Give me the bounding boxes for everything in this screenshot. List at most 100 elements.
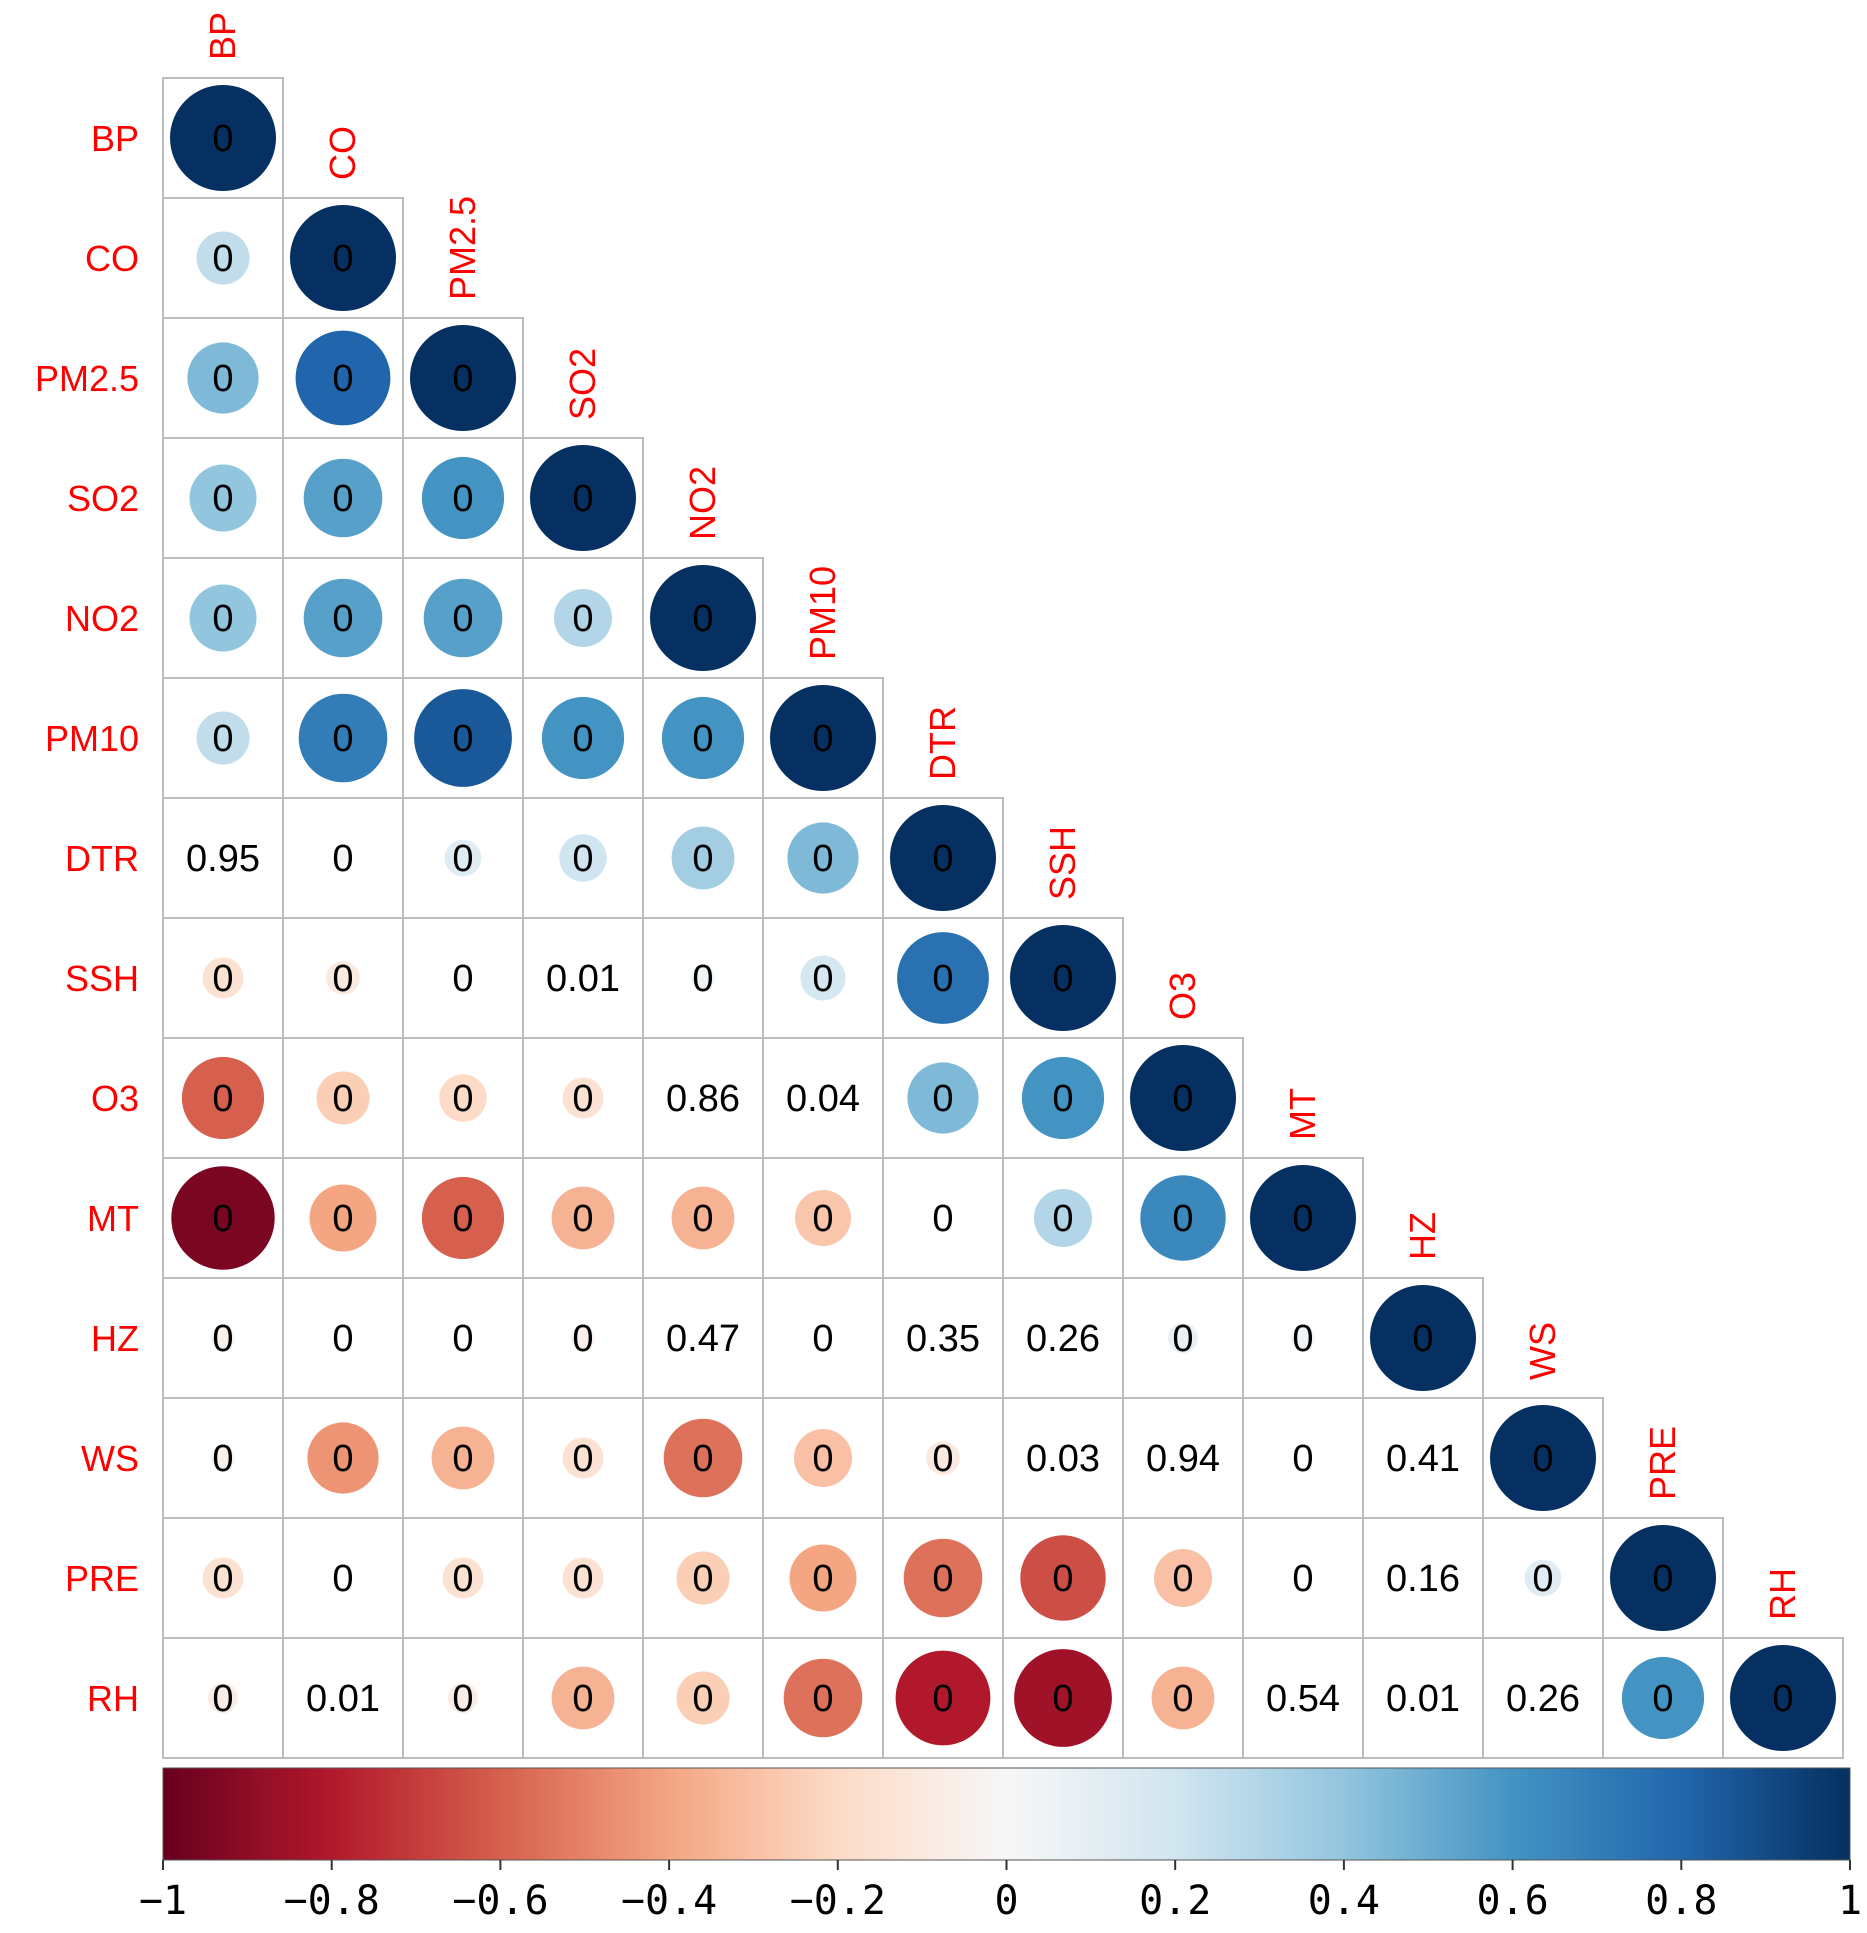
circle-DTR-PM10 xyxy=(787,822,859,894)
column-label-PM2.5: PM2.5 xyxy=(442,196,483,300)
value-DTR-PM2.5: 0 xyxy=(452,838,473,880)
value-O3-NO2: 0.86 xyxy=(666,1078,740,1120)
value-PM10-PM2.5: 0 xyxy=(452,718,473,760)
column-label-MT: MT xyxy=(1282,1088,1323,1140)
value-WS-PM2.5: 0 xyxy=(452,1438,473,1480)
circle-WS-BP xyxy=(211,1446,235,1470)
value-PM2.5-CO: 0 xyxy=(332,358,353,400)
circle-MT-NO2 xyxy=(671,1186,735,1250)
colorbar-tick-label: −1 xyxy=(139,1878,187,1924)
value-PM10-BP: 0 xyxy=(212,718,233,760)
value-DTR-NO2: 0 xyxy=(692,838,713,880)
value-HZ-O3: 0 xyxy=(1172,1318,1193,1360)
colorbar-tick-label: −0.2 xyxy=(790,1878,886,1924)
column-label-WS: WS xyxy=(1522,1322,1563,1380)
colorbar-tick-label: 0.6 xyxy=(1476,1878,1548,1924)
value-RH-MT: 0.54 xyxy=(1266,1678,1340,1720)
circle-SSH-NO2 xyxy=(691,966,715,990)
circle-WS-NO2 xyxy=(663,1418,743,1498)
value-HZ-PM2.5: 0 xyxy=(452,1318,473,1360)
value-CO-CO: 0 xyxy=(332,238,353,280)
colorbar-tick-label: −0.8 xyxy=(284,1878,380,1924)
value-PRE-SO2: 0 xyxy=(572,1558,593,1600)
circle-PM2.5-CO xyxy=(295,330,391,426)
value-PRE-WS: 0 xyxy=(1532,1558,1553,1600)
column-label-PRE: PRE xyxy=(1642,1426,1683,1500)
value-SSH-SO2: 0.01 xyxy=(546,958,620,1000)
row-label-O3: O3 xyxy=(91,1078,139,1119)
value-RH-PM2.5: 0 xyxy=(452,1678,473,1720)
circle-PRE-BP xyxy=(202,1557,244,1599)
circle-WS-SO2 xyxy=(562,1437,604,1479)
circle-PRE-O3 xyxy=(1154,1549,1212,1607)
value-PM2.5-PM2.5: 0 xyxy=(452,358,473,400)
circle-O3-O3 xyxy=(1130,1045,1236,1151)
value-MT-O3: 0 xyxy=(1172,1198,1193,1240)
circle-PRE-NO2 xyxy=(676,1551,730,1605)
row-label-CO: CO xyxy=(85,238,139,279)
value-RH-PRE: 0 xyxy=(1652,1678,1673,1720)
circle-O3-PM2.5 xyxy=(439,1074,487,1122)
value-RH-BP: 0 xyxy=(212,1678,233,1720)
circle-CO-BP xyxy=(196,231,250,285)
circle-CO-CO xyxy=(290,205,396,311)
circle-MT-O3 xyxy=(1140,1175,1226,1261)
circle-O3-SSH xyxy=(1021,1056,1105,1140)
circle-PM10-BP xyxy=(196,711,250,765)
value-NO2-SO2: 0 xyxy=(572,598,593,640)
circle-HZ-MT xyxy=(1291,1326,1315,1350)
value-DTR-SO2: 0 xyxy=(572,838,593,880)
value-PM10-CO: 0 xyxy=(332,718,353,760)
value-O3-BP: 0 xyxy=(212,1078,233,1120)
circle-MT-PM10 xyxy=(795,1190,851,1246)
circle-SO2-SO2 xyxy=(530,445,636,551)
colorbar-tick-label: 0.2 xyxy=(1139,1878,1211,1924)
circle-WS-DTR xyxy=(926,1441,960,1475)
column-label-BP: BP xyxy=(202,12,243,60)
value-MT-MT: 0 xyxy=(1292,1198,1313,1240)
value-DTR-CO: 0 xyxy=(332,838,353,880)
colorbar-tick-label: 0.8 xyxy=(1645,1878,1717,1924)
matrix-grid xyxy=(162,77,1844,1759)
circle-MT-CO xyxy=(309,1184,377,1252)
circle-SSH-PM2.5 xyxy=(455,970,471,986)
circle-RH-SSH xyxy=(1014,1649,1112,1747)
value-WS-O3: 0.94 xyxy=(1146,1438,1220,1480)
circle-PM10-PM10 xyxy=(770,685,876,791)
value-PM10-PM10: 0 xyxy=(812,718,833,760)
value-NO2-CO: 0 xyxy=(332,598,353,640)
cell-value-labels: 0 0 0 0 0 0 0 0 0 0 0 0 0 0 0 0 0 0 0 0 0 0.95 0 0 0 0 0 0 0 0 0 0.01 0 0… xyxy=(186,118,1794,1720)
value-MT-BP: 0 xyxy=(212,1198,233,1240)
value-SSH-SSH: 0 xyxy=(1052,958,1073,1000)
value-O3-DTR: 0 xyxy=(932,1078,953,1120)
value-NO2-BP: 0 xyxy=(212,598,233,640)
value-RH-O3: 0 xyxy=(1172,1678,1193,1720)
value-MT-PM10: 0 xyxy=(812,1198,833,1240)
circle-PRE-SO2 xyxy=(562,1557,604,1599)
circle-SSH-PM10 xyxy=(800,955,846,1001)
value-PRE-PM10: 0 xyxy=(812,1558,833,1600)
value-PRE-NO2: 0 xyxy=(692,1558,713,1600)
correlation-circles xyxy=(170,85,1836,1751)
value-PRE-PRE: 0 xyxy=(1652,1558,1673,1600)
value-WS-BP: 0 xyxy=(212,1438,233,1480)
value-BP-BP: 0 xyxy=(212,118,233,160)
circle-PM10-CO xyxy=(298,693,388,783)
column-label-NO2: NO2 xyxy=(682,466,723,540)
value-PRE-DTR: 0 xyxy=(932,1558,953,1600)
value-PM10-SO2: 0 xyxy=(572,718,593,760)
value-SO2-CO: 0 xyxy=(332,478,353,520)
value-RH-NO2: 0 xyxy=(692,1678,713,1720)
value-HZ-DTR: 0.35 xyxy=(906,1318,980,1360)
column-labels: BP CO PM2.5 SO2 NO2 PM10 DTR SSH O3 MT HZ WS PRE RH xyxy=(202,12,1803,1620)
value-HZ-SO2: 0 xyxy=(572,1318,593,1360)
value-NO2-NO2: 0 xyxy=(692,598,713,640)
value-SSH-NO2: 0 xyxy=(692,958,713,1000)
value-RH-DTR: 0 xyxy=(932,1678,953,1720)
colorbar-gradient xyxy=(162,1767,1851,1861)
value-RH-HZ: 0.01 xyxy=(1386,1678,1460,1720)
value-PM2.5-BP: 0 xyxy=(212,358,233,400)
circle-MT-MT xyxy=(1250,1165,1356,1271)
value-WS-CO: 0 xyxy=(332,1438,353,1480)
value-HZ-BP: 0 xyxy=(212,1318,233,1360)
